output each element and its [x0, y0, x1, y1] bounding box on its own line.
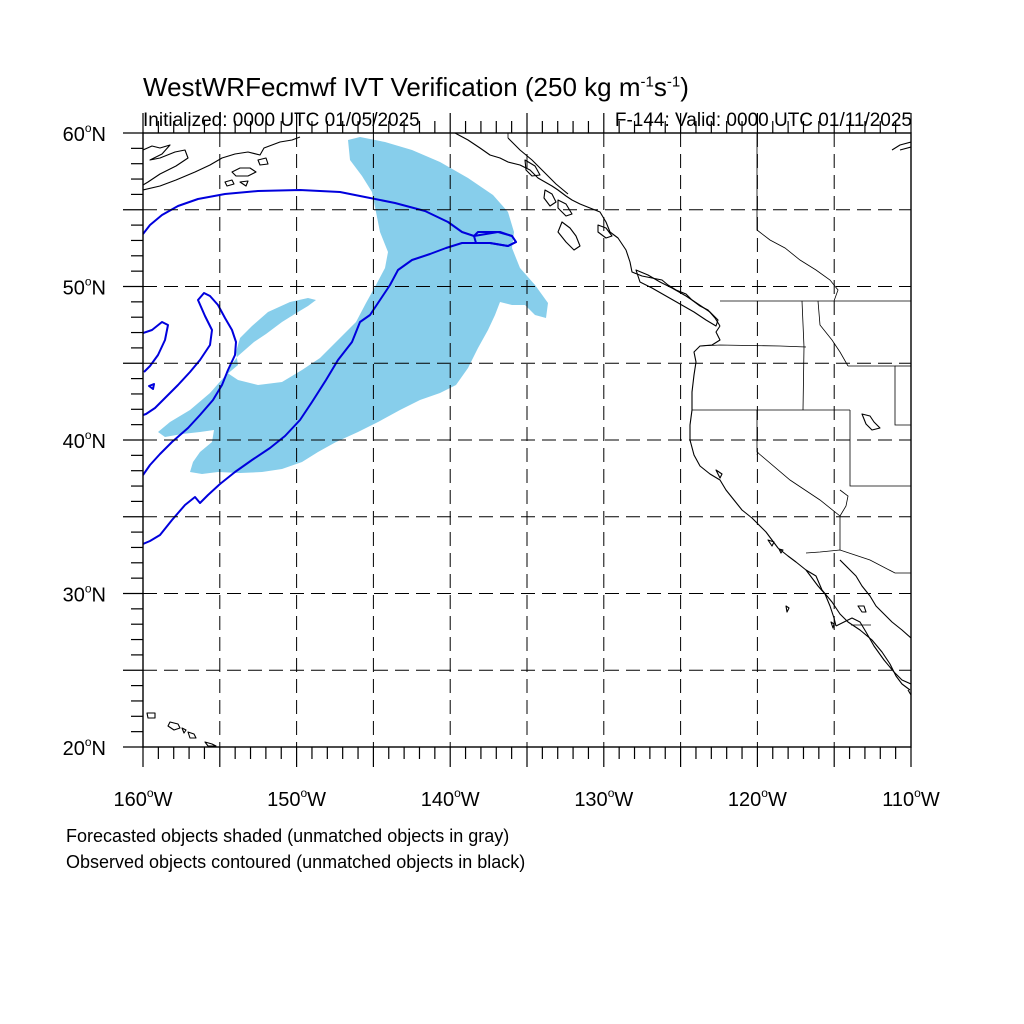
lon-label: 160oW [114, 786, 173, 811]
lat-label: 50oN [63, 275, 106, 300]
observed-contour-dot [148, 383, 155, 390]
valid-time-label: F-144: Valid: 0000 UTC 01/11/2025 [614, 110, 912, 131]
observed-contour-small [143, 321, 169, 373]
political-boundaries [507, 133, 911, 626]
lat-label: 20oN [63, 735, 106, 760]
initialized-label: Initialized: 0000 UTC 01/05/2025 [143, 110, 420, 131]
lon-label: 150oW [267, 786, 326, 811]
axis-labels: 60oN 50oN 40oN 30oN 20oN 160oW 150oW 140oW 130oW… [63, 121, 940, 811]
graticule [143, 133, 911, 747]
lat-label: 40oN [63, 428, 106, 453]
observed-note: Observed objects contoured (unmatched ob… [66, 852, 526, 872]
observed-contour-main [143, 189, 517, 545]
lon-label: 140oW [421, 786, 480, 811]
lon-label: 110oW [882, 786, 940, 811]
observed-contour-west [143, 292, 237, 476]
lon-label: 130oW [574, 786, 633, 811]
lon-label: 120oW [728, 786, 787, 811]
observed-contour-loop [473, 231, 517, 247]
lat-label: 30oN [63, 582, 106, 607]
axis-ticks [123, 113, 912, 767]
forecast-note: Forecasted objects shaded (unmatched obj… [66, 826, 510, 846]
chart-title: WestWRFecmwf IVT Verification (250 kg m-… [143, 72, 689, 102]
lat-label: 60oN [63, 121, 106, 146]
forecast-object-shaded [158, 137, 548, 474]
